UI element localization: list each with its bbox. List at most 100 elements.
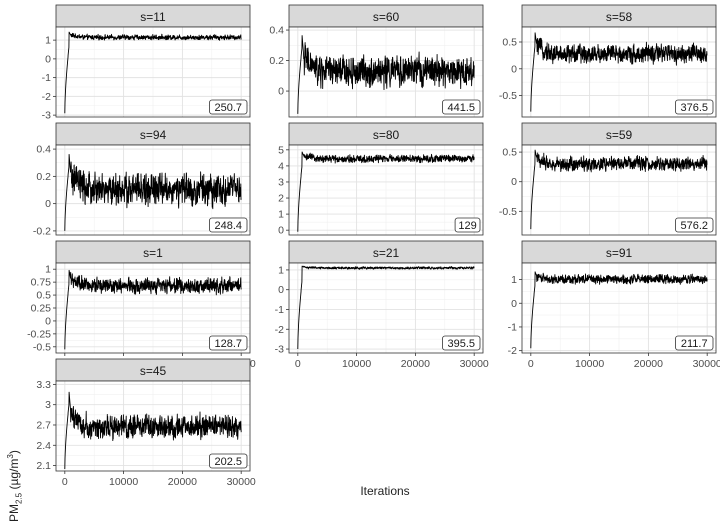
facet-panel: s=60 0.4 0.2 0 441.5	[269, 4, 484, 118]
y-tick-label: 0.4	[36, 144, 51, 156]
annotation-label: 395.5	[447, 338, 475, 350]
trace-line	[297, 151, 475, 232]
annotation-label: 576.2	[680, 220, 708, 232]
trace-line	[297, 35, 475, 114]
facet-strip-label: s=45	[140, 364, 167, 378]
x-tick-label: 10000	[575, 358, 604, 370]
panel-border	[521, 262, 717, 354]
trace-line	[64, 269, 242, 350]
x-tick-label: 0	[528, 358, 534, 370]
y-tick-label: 0.25	[31, 303, 52, 315]
y-tick-label: 1	[278, 209, 284, 221]
facet-panel: s=58 0.5 0 -0.5 376.5	[499, 4, 717, 118]
annotation-label: 129	[458, 220, 476, 232]
facet-strip-label: s=94	[140, 128, 167, 142]
y-tick-label: 0.75	[31, 277, 52, 289]
annotation-box	[442, 335, 481, 351]
annotation-label: 441.5	[447, 102, 475, 114]
y-tick-label: 2	[278, 193, 284, 205]
panel-border	[288, 144, 484, 236]
y-tick-label: 3.3	[36, 379, 51, 391]
y-tick-label: 0	[278, 86, 284, 98]
annotation-box	[454, 217, 481, 233]
facet-panel: s=45 3.3 3 2.7 2.4 2.1 202.5 0 10000 20000 30000	[36, 358, 256, 488]
y-tick-label: 3	[45, 399, 51, 411]
y-tick-label: -0.5	[33, 341, 51, 353]
y-axis-label: PM2.5 (µg/m3)	[2, 230, 23, 522]
trace-line	[64, 31, 242, 114]
y-tick-label: -0.25	[27, 328, 51, 340]
y-tick-label: -1	[42, 72, 51, 84]
y-tick-label: -0.5	[499, 206, 517, 218]
x-tick-label: 0	[62, 476, 68, 488]
annotation-box	[209, 217, 248, 233]
y-tick-label: 2.1	[36, 460, 51, 472]
panel-border	[55, 26, 251, 118]
x-tick-label: 10000	[342, 358, 371, 370]
y-tick-label: 0	[278, 284, 284, 296]
y-tick-label: 1	[278, 264, 284, 276]
y-tick-label: 0	[511, 298, 517, 310]
y-tick-label: 0.2	[269, 55, 284, 67]
panel-border	[288, 26, 484, 118]
y-tick-label: 0	[511, 176, 517, 188]
facet-panel: s=91 1 0 -1 -2 211.7 0 10000 20000 30000	[508, 240, 720, 370]
panel-border	[55, 262, 251, 354]
facet-panel: s=110.750.50.250-0.25-0.5128.70100002000…	[27, 240, 256, 370]
y-tick-label: -1	[508, 321, 517, 333]
y-axis-label-close: )	[7, 450, 21, 455]
x-tick-label: 30000	[693, 358, 720, 370]
y-axis-label-sup: 3	[6, 454, 15, 459]
y-tick-label: 0.2	[36, 171, 51, 183]
facet-panel: s=11 1 0 -1 -2 -3 250.7	[42, 4, 251, 122]
y-tick-label: -2	[508, 345, 517, 357]
y-tick-label: 0.5	[36, 290, 51, 302]
x-tick-label: 20000	[634, 358, 663, 370]
facet-panel: s=80 5 4 3 2 1 0 129	[278, 122, 484, 237]
annotation-label: 376.5	[680, 102, 708, 114]
x-tick-label: 0	[295, 358, 301, 370]
y-tick-label: -0.5	[499, 90, 517, 102]
faceted-trace-plot: s=1110-1-2-3250.7s=600.40.20441.5s=580.5…	[27, 4, 720, 488]
y-tick-label: 4	[278, 160, 284, 172]
y-tick-label: 0	[45, 315, 51, 327]
y-tick-label: 2.7	[36, 419, 51, 431]
trace-line	[64, 391, 242, 470]
annotation-label: 128.7	[214, 338, 242, 350]
facet-strip-label: s=60	[373, 10, 400, 24]
y-tick-label: 0	[45, 198, 51, 210]
annotation-label: 248.4	[214, 220, 242, 232]
facet-strip-label: s=1	[143, 246, 163, 260]
annotation-box	[209, 453, 248, 469]
facet-panel: s=21 1 0 -1 -2 -3 395.5 0 10000 20000 30000	[275, 240, 489, 370]
annotation-box	[209, 99, 248, 115]
facet-strip-label: s=91	[606, 246, 633, 260]
x-axis-label: Iterations	[360, 484, 410, 498]
x-tick-label: 20000	[168, 476, 197, 488]
y-tick-label: -3	[42, 110, 51, 122]
y-tick-label: 0	[511, 63, 517, 75]
facet-strip-label: s=21	[373, 246, 400, 260]
y-axis-label-main: PM	[7, 504, 21, 522]
x-tick-label: 10000	[109, 476, 138, 488]
facet-panel: s=59 0.5 0 -0.5 576.2	[499, 122, 717, 236]
y-tick-label: 1	[45, 264, 51, 276]
y-tick-label: -2	[42, 91, 51, 103]
facet-strip-label: s=59	[606, 128, 633, 142]
y-tick-label: -0.2	[33, 225, 51, 237]
panel-border	[521, 144, 717, 236]
y-tick-label: 3	[278, 176, 284, 188]
annotation-label: 211.7	[681, 338, 708, 350]
y-tick-label: 1	[511, 274, 517, 286]
x-tick-label: 20000	[401, 358, 430, 370]
trace-line	[530, 32, 708, 112]
y-tick-label: 5	[278, 144, 284, 156]
panel-border	[55, 380, 251, 472]
trace-line	[530, 149, 708, 230]
y-tick-label: 2.4	[36, 440, 51, 452]
annotation-box	[442, 99, 481, 115]
annotation-box	[209, 335, 248, 351]
trace-line	[64, 153, 242, 231]
annotation-box	[675, 217, 714, 233]
y-tick-label: 0.5	[502, 147, 517, 159]
